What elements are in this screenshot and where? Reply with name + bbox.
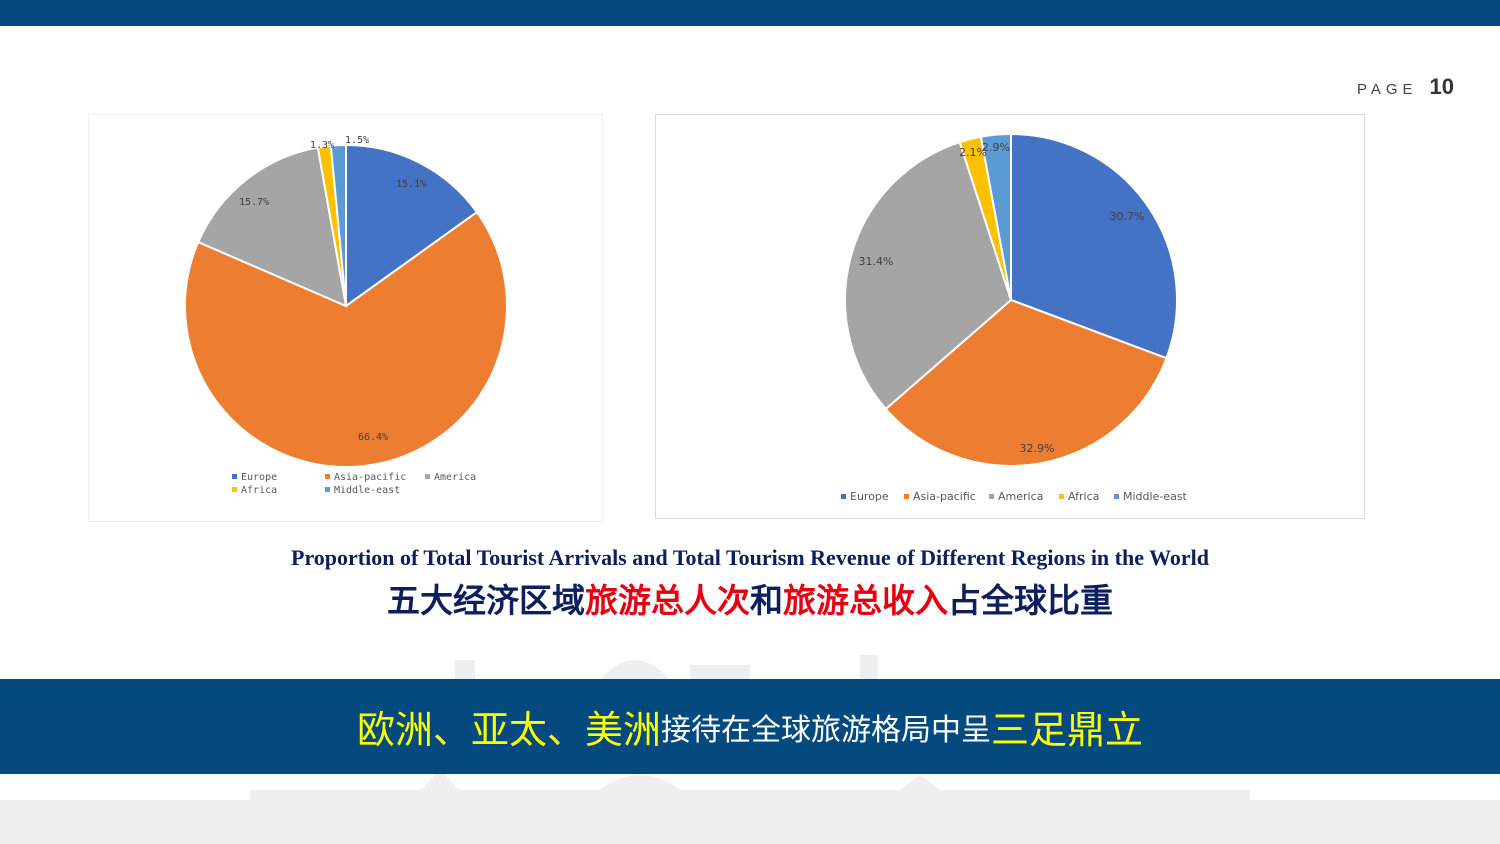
pie-slice-asia-pacific bbox=[184, 210, 508, 468]
banner-part2: 接待在全球旅游格局中呈 bbox=[661, 712, 991, 748]
page-word: PAGE bbox=[1356, 81, 1418, 98]
pie-slice-america bbox=[844, 140, 1013, 411]
legend-entry-america: America bbox=[434, 472, 476, 483]
legend-entry-europe: Europe bbox=[850, 490, 889, 503]
banner-part1: 欧洲、亚太、美洲 bbox=[356, 708, 661, 752]
legend-marker-africa bbox=[232, 487, 237, 492]
banner-part3: 三足鼎立 bbox=[991, 708, 1144, 752]
pie-slice-asia-pacific bbox=[884, 298, 1168, 467]
caption-zh-part2: 旅游总人次 bbox=[585, 581, 750, 620]
data-label-asia-pacific: 32.9% bbox=[1020, 442, 1055, 455]
page-indicator: PAGE 10 bbox=[1357, 74, 1454, 100]
legend-marker-asia-pacific bbox=[904, 494, 909, 499]
legend-marker-america bbox=[425, 474, 430, 479]
legend-marker-europe bbox=[841, 494, 846, 499]
legend-marker-africa bbox=[1059, 494, 1064, 499]
caption-zh-part5: 占全球比重 bbox=[948, 581, 1113, 620]
data-label-africa: 1.3% bbox=[310, 140, 334, 151]
data-label-europe: 30.7% bbox=[1110, 210, 1145, 223]
pie-slice-europe bbox=[1010, 132, 1178, 360]
legend-entry-middle-east: Middle-east bbox=[334, 485, 400, 496]
arrivals-pie-svg: 15.1% 66.4% 15.7% 1.3% 1.5% Europe Asia-pacifi… bbox=[184, 135, 508, 496]
legend-entry-middle-east: Middle-east bbox=[1123, 490, 1188, 503]
legend-marker-america bbox=[989, 494, 994, 499]
data-label-america: 31.4% bbox=[859, 255, 894, 268]
caption-english: Proportion of Total Tourist Arrivals and… bbox=[291, 545, 1209, 570]
arrivals-pie-chart: 15.1% 66.4% 15.7% 1.3% 1.5% Europe Asia-pacifi… bbox=[88, 114, 603, 522]
caption-zh-part3: 和 bbox=[750, 581, 783, 620]
revenue-pie-chart: 30.7% 32.9% 31.4% 2.1% 2.9% Europe Asia-pacifi… bbox=[655, 114, 1365, 519]
caption-chinese: 五大经济区域旅游总人次和旅游总收入占全球比重 bbox=[0, 574, 1500, 622]
legend-entry-europe: Europe bbox=[241, 472, 277, 483]
data-label-america: 15.7% bbox=[239, 197, 269, 208]
top-bar bbox=[0, 0, 1500, 26]
legend-entry-asia-pacific: Asia-pacific bbox=[334, 472, 406, 483]
pie-slice-america bbox=[196, 146, 348, 308]
legend-marker-asia-pacific bbox=[325, 474, 330, 479]
skyline-watermark bbox=[0, 655, 1500, 844]
pie-slice-middle-east bbox=[979, 132, 1012, 301]
legend-entry-asia-pacific: Asia-pacific bbox=[913, 490, 976, 503]
data-label-asia-pacific: 66.4% bbox=[358, 432, 388, 443]
data-label-africa: 2.1% bbox=[959, 146, 987, 159]
revenue-pie-svg: 30.7% 32.9% 31.4% 2.1%2.9% Europe Asia-pacifi… bbox=[841, 132, 1188, 503]
data-label-europe: 15.1% bbox=[396, 179, 426, 190]
caption-zh-part4: 旅游总收入 bbox=[783, 581, 948, 620]
legend-entry-africa: Africa bbox=[241, 485, 277, 496]
legend-marker-europe bbox=[232, 474, 237, 479]
bottom-banner: 欧洲、亚太、美洲 接待在全球旅游格局中呈 三足鼎立 bbox=[0, 679, 1500, 774]
legend-marker-middle-east bbox=[1114, 494, 1119, 499]
data-label-middle-east: 1.5% bbox=[345, 135, 369, 146]
banner-text: 欧洲、亚太、美洲 接待在全球旅游格局中呈 三足鼎立 bbox=[0, 679, 1500, 774]
data-label-middle-east: 2.9% bbox=[982, 141, 1010, 154]
caption-zh-part1: 五大经济区域 bbox=[387, 581, 585, 620]
page-number: 10 bbox=[1429, 74, 1454, 99]
legend-entry-america: America bbox=[998, 490, 1043, 503]
legend-marker-middle-east bbox=[325, 487, 330, 492]
legend-entry-africa: Africa bbox=[1068, 490, 1099, 503]
pie-slice-europe bbox=[345, 143, 479, 308]
pie-slice-middle-east bbox=[329, 143, 347, 307]
